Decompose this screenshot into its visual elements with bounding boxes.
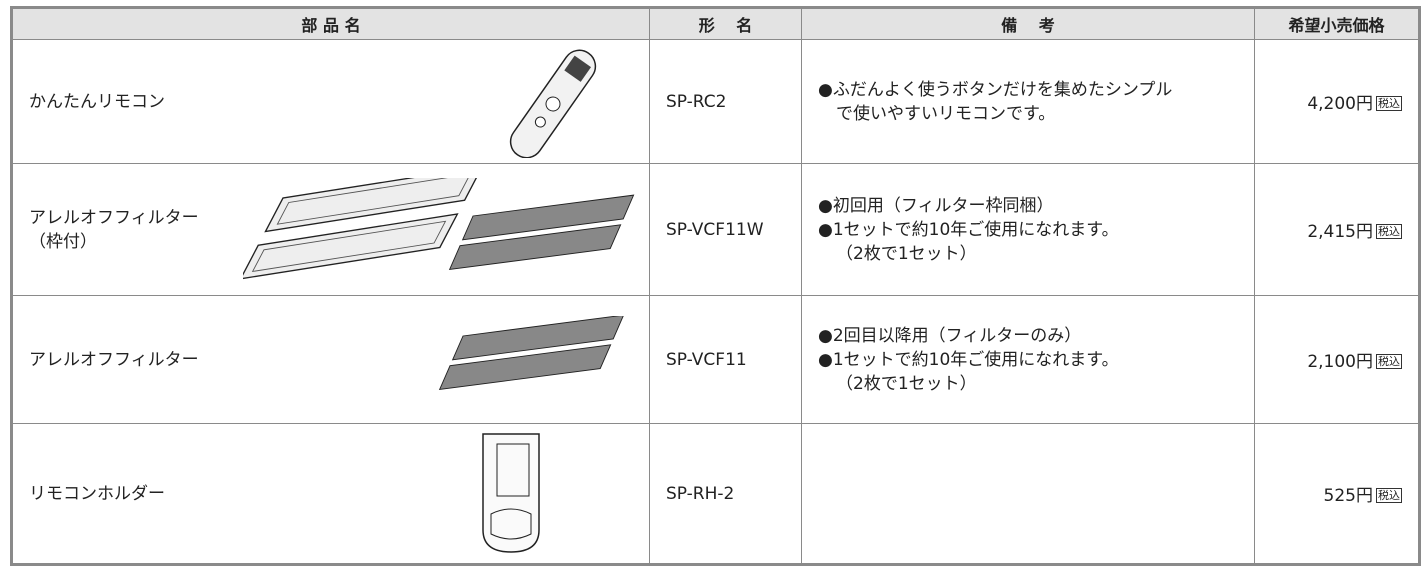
header-row: 部 品 名 形 名 備 考 希望小売価格 [11,7,1420,40]
model-cell: SP-RH-2 [649,423,802,565]
model-cell: SP-VCF11W [649,163,802,296]
part-name: リモコンホルダー [29,483,165,504]
filter-image [439,316,625,390]
price: 4,200円 [1307,94,1373,114]
notes-cell: ●初回用（フィルター枠同梱） ●1セットで約10年ご使用になれます。 （2枚で1セッ… [801,163,1255,296]
price: 525円 [1323,486,1373,506]
name-cell: かんたんリモコン [11,39,650,164]
remote-image [503,48,603,158]
part-name: （枠付） [29,231,97,252]
header-cell: 形 名 [649,7,802,40]
notes-cell: ●2回目以降用（フィルターのみ） ●1セットで約10年ご使用になれます。 （2枚で1… [801,295,1255,424]
header-cell: 備 考 [801,7,1255,40]
name-cell: アレルオフフィルター （枠付） [11,163,650,296]
price: 2,100円 [1307,352,1373,372]
price-cell: 525円 税込 [1254,423,1420,565]
notes-cell [801,423,1255,565]
name-cell: リモコンホルダー [11,423,650,565]
note-line: で使いやすいリモコンです。 [836,103,1056,124]
notes-cell: ●ふだんよく使うボタンだけを集めたシンプルで使いやすいリモコンです。 [801,39,1255,164]
table-row: かんたんリモコン SP-RC2 ●ふだんよく使うボタンだけを集めたシンプル で使いやす… [11,39,1420,164]
part-name: かんたんリモコン [29,91,165,112]
note-line: ●1セットで約10年ご使用になれます。 [818,349,1119,370]
parts-table: 部 品 名 形 名 備 考 希望小売価格 かんたんリモコン SP-RC2 ●ふだんよ… [10,6,1421,566]
holder-image [482,433,540,553]
note-line: ●ふだんよく使うボタンだけを集めたシンプル [818,79,1173,100]
part-name: アレルオフフィルター [29,349,199,370]
table-row: リモコンホルダー SP-RH-2 525円 税込 [11,423,1420,565]
model-cell: SP-RC2 [649,39,802,164]
table-row: アレルオフフィルター SP-VCF11 ●2回目以降用（フィルターのみ） ●1セットで… [11,295,1420,424]
tax-badge: 税込 [1376,488,1402,503]
table-body: かんたんリモコン SP-RC2 ●ふだんよく使うボタンだけを集めたシンプル で使いやす… [11,39,1420,565]
name-cell: アレルオフフィルター [11,295,650,424]
note-line: ●初回用（フィルター枠同梱） [818,195,1054,216]
tax-badge: 税込 [1376,224,1402,239]
price-cell: 4,200円 税込 [1254,39,1420,164]
header-cell: 部 品 名 [11,7,650,40]
note-line: （2枚で1セット） [836,243,977,264]
header-cell: 希望小売価格 [1254,7,1420,40]
filter-frame-image [243,178,635,280]
note-line: ●2回目以降用（フィルターのみ） [818,325,1082,346]
tax-badge: 税込 [1376,354,1402,369]
note-line: （2枚で1セット） [836,373,977,394]
price-cell: 2,100円 税込 [1254,295,1420,424]
note-line: ●1セットで約10年ご使用になれます。 [818,219,1119,240]
tax-badge: 税込 [1376,96,1402,111]
price-cell: 2,415円 税込 [1254,163,1420,296]
price: 2,415円 [1307,222,1373,242]
model-cell: SP-VCF11 [649,295,802,424]
table-row: アレルオフフィルター （枠付） SP-VCF11W ●初回用（フィルター枠同梱） ●1セ… [11,163,1420,296]
part-name: アレルオフフィルター [29,207,199,228]
